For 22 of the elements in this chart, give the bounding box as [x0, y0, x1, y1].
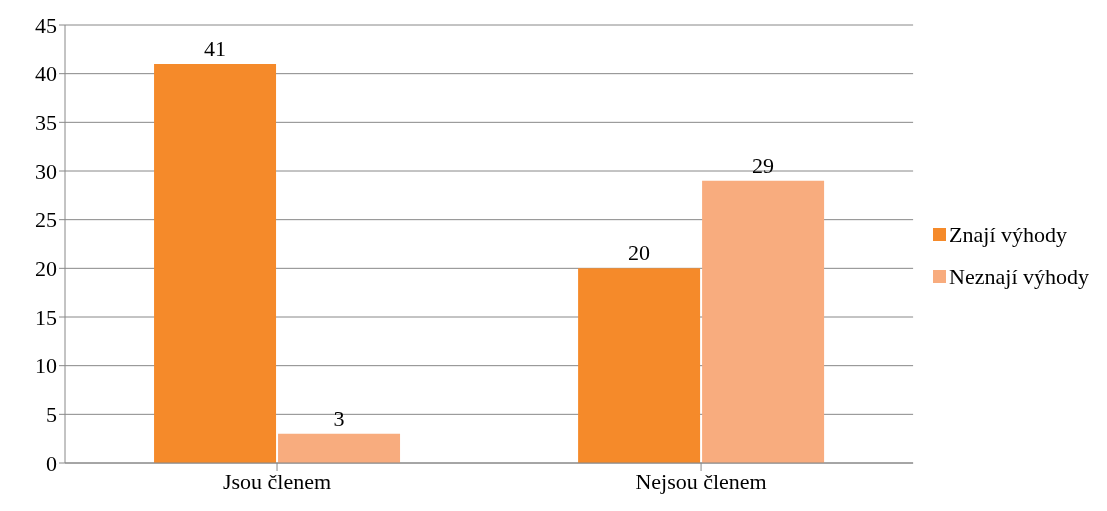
y-tick-label: 40 [35, 61, 57, 87]
y-tick-label: 35 [35, 110, 57, 136]
y-tick-label: 20 [35, 256, 57, 282]
legend-label: Neznají výhody [949, 263, 1089, 290]
y-tick-label: 30 [35, 158, 57, 184]
y-tick-label: 25 [35, 207, 57, 233]
y-tick-label: 10 [35, 353, 57, 379]
x-tick-label: Jsou členem [222, 468, 332, 494]
data-label: 3 [333, 405, 345, 431]
y-tick-label: 0 [46, 450, 57, 476]
y-tick-label: 15 [35, 304, 57, 330]
bar [702, 180, 825, 463]
x-tick-label: Nejsou členem [635, 468, 767, 494]
bar [578, 268, 701, 463]
y-tick-label: 5 [46, 402, 57, 428]
bar [278, 433, 401, 463]
y-tick-label: 45 [35, 12, 57, 38]
data-label: 41 [204, 35, 227, 61]
legend-label: Znají výhody [949, 221, 1068, 248]
data-label: 20 [628, 240, 651, 266]
data-label: 29 [752, 152, 775, 178]
bar [154, 63, 277, 463]
